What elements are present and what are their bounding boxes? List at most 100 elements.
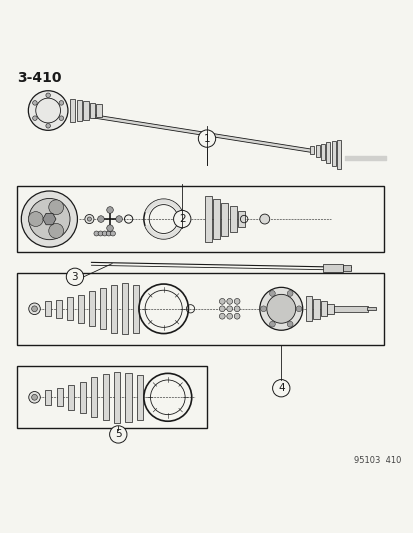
Text: 3: 3 <box>71 272 78 282</box>
Bar <box>336 140 340 169</box>
Circle shape <box>33 101 37 105</box>
Circle shape <box>295 306 301 312</box>
Circle shape <box>106 231 111 236</box>
Circle shape <box>226 306 232 312</box>
Bar <box>45 301 51 316</box>
Circle shape <box>226 313 232 319</box>
Text: 1: 1 <box>203 134 210 143</box>
Circle shape <box>28 392 40 403</box>
Circle shape <box>33 116 37 120</box>
Bar <box>111 285 117 333</box>
Bar <box>17 366 206 428</box>
Circle shape <box>219 298 225 304</box>
Bar <box>57 388 63 406</box>
Circle shape <box>59 101 64 105</box>
Circle shape <box>219 313 225 319</box>
Circle shape <box>110 231 115 236</box>
Text: 95103  410: 95103 410 <box>353 456 400 465</box>
Circle shape <box>266 294 295 323</box>
Circle shape <box>226 298 232 304</box>
Circle shape <box>269 290 275 296</box>
Bar <box>331 141 335 166</box>
Circle shape <box>94 231 99 236</box>
Circle shape <box>66 268 83 286</box>
Circle shape <box>59 116 64 120</box>
Text: 3-410: 3-410 <box>17 70 62 85</box>
Bar <box>305 296 311 321</box>
Circle shape <box>87 217 91 221</box>
Bar <box>79 382 85 413</box>
Bar <box>342 265 351 271</box>
Polygon shape <box>93 115 309 152</box>
Bar <box>17 273 384 345</box>
Circle shape <box>107 225 113 231</box>
Bar <box>133 285 139 333</box>
Bar <box>221 203 228 236</box>
Circle shape <box>259 214 269 224</box>
Bar <box>333 306 367 312</box>
Circle shape <box>198 130 215 147</box>
Circle shape <box>28 212 43 227</box>
Circle shape <box>98 231 103 236</box>
Circle shape <box>109 426 127 443</box>
Circle shape <box>107 207 113 213</box>
Bar <box>320 143 324 160</box>
Circle shape <box>287 290 292 296</box>
Bar <box>366 307 375 310</box>
Bar <box>114 372 120 423</box>
Circle shape <box>21 191 77 247</box>
Text: 4: 4 <box>277 383 284 393</box>
Bar <box>204 196 211 242</box>
Bar <box>229 206 236 232</box>
Bar <box>76 100 82 121</box>
Circle shape <box>260 306 266 312</box>
Circle shape <box>234 298 240 304</box>
Bar <box>320 301 326 316</box>
Circle shape <box>234 313 240 319</box>
Circle shape <box>85 214 94 223</box>
Circle shape <box>173 211 190 228</box>
Bar <box>315 145 319 157</box>
Bar <box>68 385 74 410</box>
Bar <box>213 199 220 239</box>
Circle shape <box>116 216 122 222</box>
Circle shape <box>102 231 107 236</box>
Circle shape <box>272 379 289 397</box>
Circle shape <box>46 124 50 128</box>
Bar <box>70 99 75 122</box>
Bar <box>17 186 384 252</box>
Circle shape <box>259 287 302 330</box>
Bar <box>102 374 109 421</box>
Circle shape <box>46 93 50 98</box>
Bar <box>125 373 131 422</box>
Circle shape <box>28 198 70 240</box>
Text: 5: 5 <box>115 430 121 439</box>
Bar <box>121 283 128 334</box>
Bar <box>325 142 330 163</box>
Bar <box>89 292 95 326</box>
Bar <box>45 390 51 405</box>
Bar <box>90 103 95 118</box>
Bar <box>313 299 319 319</box>
Bar <box>137 375 143 419</box>
Bar <box>96 104 102 117</box>
Bar <box>78 295 84 323</box>
Circle shape <box>269 321 275 327</box>
Circle shape <box>28 91 68 131</box>
Bar <box>91 377 97 417</box>
Circle shape <box>219 306 225 312</box>
Bar <box>309 146 313 154</box>
Bar <box>56 300 62 318</box>
Bar <box>83 101 88 119</box>
Text: 2: 2 <box>178 214 185 224</box>
Bar <box>327 304 333 314</box>
Circle shape <box>234 306 240 312</box>
Circle shape <box>31 306 37 312</box>
Circle shape <box>49 200 64 215</box>
Bar <box>237 211 244 227</box>
Bar <box>100 288 106 329</box>
Bar <box>322 264 342 272</box>
Bar <box>67 297 73 320</box>
Circle shape <box>31 394 37 400</box>
Circle shape <box>28 303 40 314</box>
